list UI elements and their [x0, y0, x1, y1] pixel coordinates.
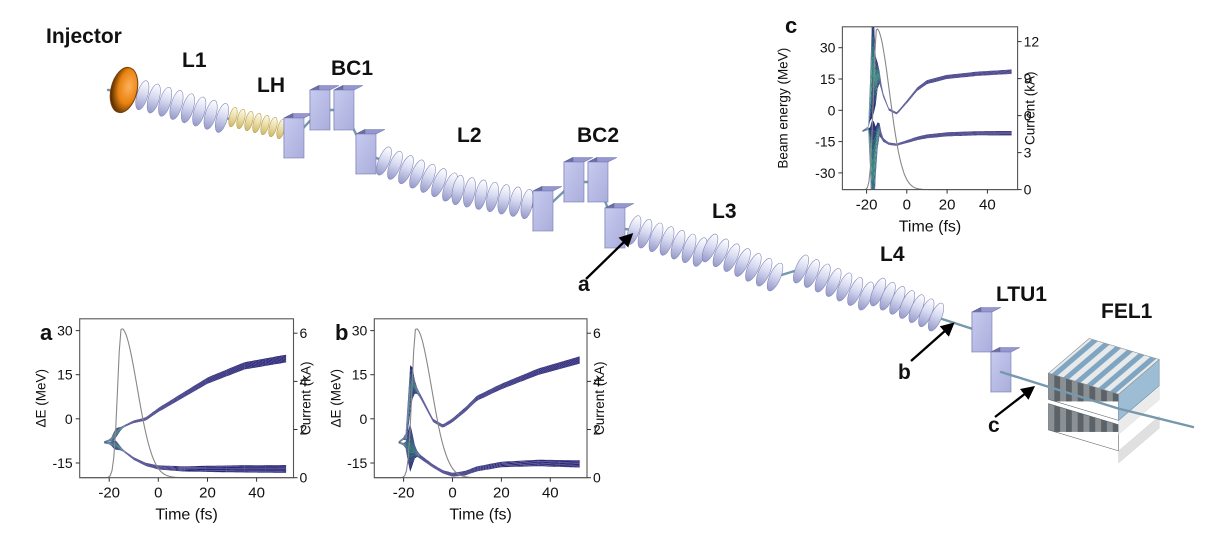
svg-text:30: 30	[352, 323, 368, 339]
svg-text:15: 15	[352, 367, 368, 383]
svg-text:Time (fs): Time (fs)	[155, 507, 218, 524]
svg-text:LH: LH	[257, 74, 285, 97]
svg-text:Time (fs): Time (fs)	[449, 507, 512, 524]
svg-text:40: 40	[248, 485, 265, 502]
svg-text:L3: L3	[712, 200, 737, 223]
svg-text:a: a	[40, 320, 53, 345]
svg-text:c: c	[988, 414, 1000, 437]
svg-text:L4: L4	[880, 243, 905, 266]
svg-text:0: 0	[154, 485, 162, 502]
svg-text:0: 0	[360, 411, 368, 427]
svg-text:LTU1: LTU1	[996, 283, 1047, 306]
svg-text:ΔE (MeV): ΔE (MeV)	[34, 369, 49, 428]
svg-text:0: 0	[300, 470, 308, 486]
svg-text:-20: -20	[98, 485, 120, 502]
svg-text:20: 20	[939, 197, 956, 214]
svg-text:b: b	[335, 320, 348, 345]
svg-text:0: 0	[1024, 182, 1032, 198]
svg-text:Time (fs): Time (fs)	[899, 219, 962, 236]
svg-text:0: 0	[593, 470, 601, 486]
svg-text:20: 20	[199, 485, 216, 502]
svg-text:15: 15	[820, 71, 836, 87]
svg-text:-30: -30	[815, 165, 835, 181]
svg-text:3: 3	[1024, 145, 1032, 161]
svg-text:Current (kA): Current (kA)	[1023, 71, 1038, 145]
svg-text:L2: L2	[457, 124, 482, 147]
svg-text:-20: -20	[856, 197, 878, 214]
svg-text:-15: -15	[52, 455, 72, 471]
svg-text:20: 20	[493, 485, 510, 502]
svg-text:6: 6	[593, 325, 601, 341]
svg-text:Current (kA): Current (kA)	[592, 361, 607, 435]
svg-text:Beam energy (MeV): Beam energy (MeV)	[775, 48, 790, 169]
svg-text:30: 30	[57, 323, 73, 339]
svg-text:30: 30	[820, 40, 836, 56]
svg-text:b: b	[898, 361, 911, 384]
svg-text:-15: -15	[815, 134, 835, 150]
svg-text:FEL1: FEL1	[1101, 300, 1153, 323]
svg-text:ΔE (MeV): ΔE (MeV)	[328, 369, 343, 428]
svg-text:Injector: Injector	[46, 25, 122, 48]
svg-text:-20: -20	[393, 485, 415, 502]
svg-text:6: 6	[300, 325, 308, 341]
svg-text:a: a	[578, 273, 590, 296]
svg-text:0: 0	[65, 411, 73, 427]
svg-text:0: 0	[828, 102, 836, 118]
svg-text:L1: L1	[182, 49, 207, 72]
svg-text:-15: -15	[347, 455, 367, 471]
svg-text:15: 15	[57, 367, 73, 383]
svg-text:40: 40	[979, 197, 996, 214]
svg-text:12: 12	[1024, 34, 1040, 50]
svg-text:Current (kA): Current (kA)	[299, 361, 314, 435]
svg-text:0: 0	[448, 485, 456, 502]
svg-text:c: c	[785, 13, 797, 38]
svg-text:40: 40	[542, 485, 559, 502]
svg-text:BC1: BC1	[331, 57, 373, 80]
svg-text:BC2: BC2	[577, 124, 619, 147]
svg-text:0: 0	[903, 197, 911, 214]
